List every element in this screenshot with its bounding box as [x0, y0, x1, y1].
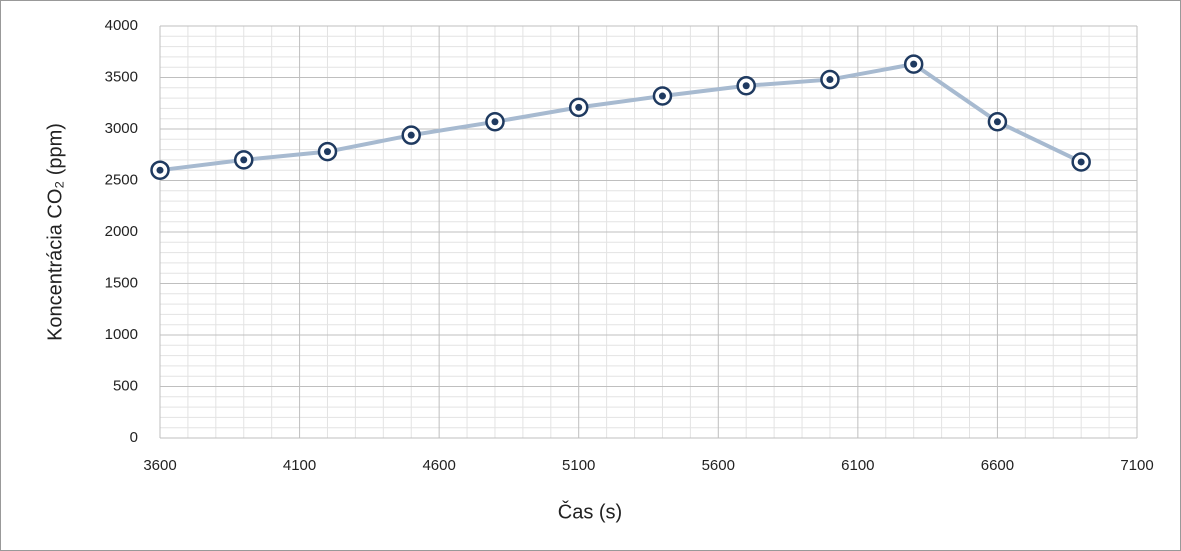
y-tick-label: 1000: [105, 326, 138, 343]
marker-dot: [658, 92, 666, 100]
marker-dot: [156, 166, 164, 174]
marker-dot: [1077, 158, 1085, 166]
data-point: [150, 160, 170, 180]
marker-dot: [993, 118, 1001, 126]
x-tick-label: 4600: [422, 457, 455, 474]
marker-dot: [826, 76, 834, 84]
x-tick-label: 6100: [841, 457, 874, 474]
marker-dot: [575, 103, 583, 111]
y-tick-label: 1500: [105, 274, 138, 291]
y-tick-label: 500: [113, 377, 138, 394]
marker-dot: [407, 131, 415, 139]
x-tick-label: 5100: [562, 457, 595, 474]
y-tick-label: 0: [130, 429, 138, 446]
series-line: [159, 61, 1083, 173]
marker-dot: [491, 118, 499, 126]
data-point: [401, 125, 421, 145]
marker-dot: [240, 156, 248, 164]
x-tick-label: 3600: [143, 457, 176, 474]
data-point: [317, 141, 338, 162]
y-axis-title: Koncentrácia CO₂ (ppm): [44, 123, 66, 341]
data-point: [485, 112, 505, 132]
x-tick-label: 4100: [283, 457, 316, 474]
x-tick-label: 6600: [981, 457, 1014, 474]
data-point: [233, 150, 254, 170]
data-point: [903, 54, 924, 74]
y-tick-label: 2500: [105, 171, 138, 188]
data-point: [568, 97, 589, 118]
data-point: [820, 69, 840, 90]
data-point: [736, 75, 756, 96]
y-tick-label: 4000: [105, 17, 138, 34]
data-point: [987, 112, 1008, 132]
data-point: [652, 86, 673, 106]
y-tick-label: 3000: [105, 120, 138, 137]
x-tick-label: 5600: [702, 457, 735, 474]
marker-dot: [742, 82, 750, 90]
x-tick-label: 7100: [1120, 457, 1153, 474]
marker-dot: [910, 60, 918, 68]
data-point: [1071, 152, 1091, 172]
marker-dot: [323, 148, 331, 156]
y-tick-label: 2000: [105, 223, 138, 240]
x-axis-title: Čas (s): [558, 500, 622, 523]
y-tick-label: 3500: [105, 68, 138, 85]
